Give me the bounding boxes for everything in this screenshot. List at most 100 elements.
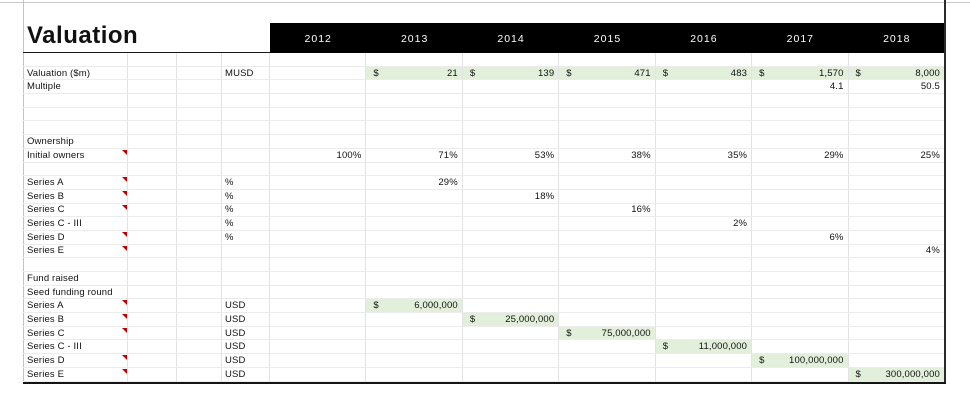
spacer-cell[interactable] — [128, 176, 177, 190]
cell-2017[interactable] — [752, 135, 849, 149]
spacer-cell[interactable] — [177, 244, 222, 259]
unit-cell[interactable]: USD — [222, 313, 270, 327]
row-label-cell[interactable]: Series C — [23, 203, 128, 218]
year-header-2018[interactable]: 2018 — [883, 33, 911, 45]
cell-2017[interactable] — [752, 285, 849, 300]
cell-2012[interactable] — [270, 244, 367, 259]
cell-2016[interactable] — [655, 135, 753, 149]
cell-2018[interactable] — [848, 162, 945, 177]
cell-2014[interactable] — [462, 135, 560, 149]
cell-2018[interactable]: $300,000,000 — [848, 367, 945, 382]
cell-2012[interactable] — [270, 217, 367, 231]
cell-2014[interactable] — [462, 367, 560, 382]
spacer-cell[interactable] — [128, 107, 177, 122]
spacer-cell[interactable] — [128, 367, 177, 382]
cell-2017[interactable] — [752, 367, 849, 382]
cell-2016[interactable] — [655, 121, 753, 136]
row-label-cell[interactable]: Series E — [23, 244, 128, 259]
cell-2014[interactable]: 53% — [462, 148, 560, 163]
cell-2012[interactable] — [270, 189, 367, 204]
cell-2016[interactable] — [655, 313, 753, 327]
cell-2018[interactable]: 50.5 — [848, 80, 945, 95]
spacer-cell[interactable] — [128, 340, 177, 355]
cell-2018[interactable] — [848, 203, 945, 218]
cell-2012[interactable] — [270, 121, 367, 136]
cell-2015[interactable] — [559, 107, 656, 122]
cell-2016[interactable] — [655, 230, 753, 245]
row-label-cell[interactable]: Series A — [23, 176, 128, 190]
page-title[interactable]: Valuation — [27, 22, 139, 49]
row-label-cell[interactable]: Valuation ($m) — [23, 66, 128, 81]
cell-2015[interactable] — [559, 135, 656, 149]
cell-2013[interactable] — [366, 121, 463, 136]
row-label-cell[interactable]: Series C - III — [23, 217, 128, 231]
row-label-cell[interactable]: Seed funding round — [23, 285, 128, 300]
unit-cell[interactable] — [222, 107, 270, 122]
year-header-2015[interactable]: 2015 — [593, 33, 622, 45]
cell-2013[interactable] — [366, 162, 463, 177]
cell-2012[interactable] — [270, 258, 367, 272]
cell-2015[interactable] — [559, 313, 656, 327]
cell-2012[interactable] — [270, 66, 367, 81]
unit-cell[interactable]: MUSD — [222, 66, 270, 81]
unit-cell[interactable] — [222, 94, 270, 108]
cell-2012[interactable] — [270, 162, 367, 177]
row-label-cell[interactable] — [23, 107, 128, 122]
spacer-cell[interactable] — [177, 135, 222, 149]
spacer-cell[interactable] — [128, 285, 177, 300]
spacer-cell[interactable] — [128, 326, 177, 341]
cell-2018[interactable] — [848, 354, 945, 368]
year-header-2016[interactable]: 2016 — [690, 33, 718, 45]
unit-cell[interactable] — [222, 80, 270, 95]
cell-2017[interactable]: 6% — [752, 230, 849, 245]
cell-2015[interactable]: 16% — [559, 203, 656, 218]
row-label-cell[interactable] — [23, 53, 128, 67]
cell-2015[interactable] — [559, 258, 656, 272]
spacer-cell[interactable] — [177, 53, 222, 67]
cell-2018[interactable] — [848, 53, 945, 67]
cell-2015[interactable] — [559, 176, 656, 190]
spacer-cell[interactable] — [128, 230, 177, 245]
cell-2012[interactable] — [270, 285, 367, 300]
cell-2018[interactable] — [848, 340, 945, 355]
cell-2013[interactable] — [366, 189, 463, 204]
cell-2012[interactable] — [270, 203, 367, 218]
cell-2016[interactable] — [655, 244, 753, 259]
unit-cell[interactable]: USD — [222, 326, 270, 341]
spacer-cell[interactable] — [177, 176, 222, 190]
unit-cell[interactable] — [222, 285, 270, 300]
cell-2016[interactable] — [655, 299, 753, 314]
cell-2017[interactable]: $100,000,000 — [752, 354, 849, 368]
unit-cell[interactable] — [222, 244, 270, 259]
year-header-2012[interactable]: 2012 — [304, 33, 332, 45]
row-label-cell[interactable]: Series B — [23, 189, 128, 204]
cell-2012[interactable] — [270, 313, 367, 327]
cell-2014[interactable] — [462, 53, 560, 67]
spacer-cell[interactable] — [128, 135, 177, 149]
cell-2016[interactable] — [655, 162, 753, 177]
cell-2013[interactable] — [366, 354, 463, 368]
year-header-2014[interactable]: 2014 — [497, 33, 525, 45]
cell-2017[interactable] — [752, 244, 849, 259]
spacer-cell[interactable] — [177, 354, 222, 368]
cell-2017[interactable] — [752, 107, 849, 122]
spacer-cell[interactable] — [128, 53, 177, 67]
spacer-cell[interactable] — [177, 107, 222, 122]
cell-2018[interactable]: 4% — [848, 244, 945, 259]
spacer-cell[interactable] — [177, 80, 222, 95]
spacer-cell[interactable] — [128, 203, 177, 218]
unit-cell[interactable]: % — [222, 217, 270, 231]
spacer-cell[interactable] — [177, 121, 222, 136]
spacer-cell[interactable] — [177, 217, 222, 231]
cell-2014[interactable] — [462, 94, 560, 108]
cell-2012[interactable] — [270, 354, 367, 368]
cell-2013[interactable]: $6,000,000 — [366, 299, 463, 314]
spacer-cell[interactable] — [128, 148, 177, 163]
spacer-cell[interactable] — [128, 258, 177, 272]
cell-2014[interactable] — [462, 354, 560, 368]
spacer-cell[interactable] — [128, 299, 177, 314]
spacer-cell[interactable] — [177, 162, 222, 177]
spacer-cell[interactable] — [177, 313, 222, 327]
cell-2016[interactable]: 2% — [655, 217, 753, 231]
cell-2014[interactable] — [462, 121, 560, 136]
